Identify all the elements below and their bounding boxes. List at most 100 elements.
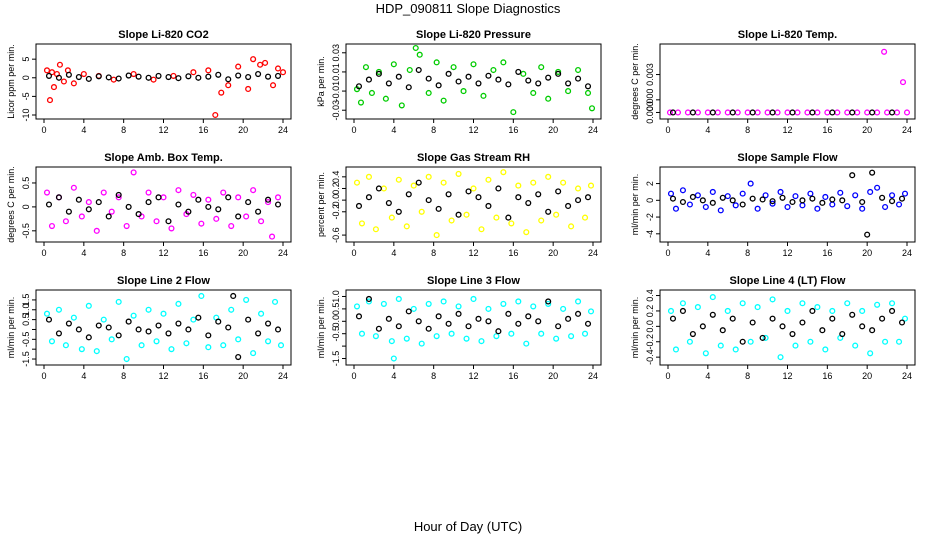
data-point (535, 80, 542, 87)
y-tick-label: 0.01 (331, 63, 341, 81)
data-point (719, 327, 726, 334)
data-point (525, 313, 532, 320)
data-point (485, 72, 492, 79)
data-point (65, 208, 72, 215)
data-point (799, 319, 806, 326)
data-point (115, 75, 122, 82)
x-tick-label: 4 (391, 125, 396, 135)
data-point (62, 342, 69, 349)
data-point (584, 83, 592, 90)
data-point (709, 199, 716, 206)
x-tick-label: 8 (745, 371, 750, 381)
data-point (478, 226, 485, 233)
data-point (560, 305, 567, 312)
data-point (844, 109, 851, 116)
data-point (258, 218, 265, 225)
data-point (135, 326, 142, 333)
data-point (168, 225, 175, 232)
y-tick-label: 0 (21, 75, 31, 80)
data-point (829, 201, 836, 208)
data-point (829, 315, 836, 322)
x-tick-label: 24 (278, 125, 288, 135)
data-point (228, 306, 235, 313)
data-point (165, 330, 172, 337)
figure-title: HDP_090811 Slope Diagnostics (376, 1, 561, 16)
data-point (717, 342, 724, 349)
x-tick-label: 20 (862, 125, 872, 135)
data-point (75, 73, 82, 81)
data-point (55, 306, 62, 313)
data-point (679, 300, 686, 307)
data-point (899, 79, 907, 86)
data-point (829, 196, 836, 203)
data-point (425, 197, 432, 204)
data-point (375, 325, 382, 332)
data-point (852, 342, 859, 349)
y-tick-label: -1.5 (331, 351, 341, 367)
panel-title: Slope Li-820 Pressure (416, 29, 531, 41)
data-point (46, 97, 54, 104)
data-point (353, 303, 361, 310)
data-point (575, 185, 582, 192)
y-tick-label: 0.000 (645, 101, 655, 124)
data-point (553, 211, 560, 218)
data-point (425, 89, 432, 97)
panel-slope-line-4-lt-flow: Slope Line 4 (LT) Flow 0 4 8 12 16 20 24 -0.4-0.… (630, 275, 916, 381)
data-point (375, 70, 382, 77)
data-point (799, 202, 806, 209)
data-point (405, 84, 412, 91)
data-point (844, 300, 851, 307)
data-point (889, 192, 896, 199)
data-point (901, 315, 909, 322)
data-point (545, 95, 552, 102)
data-point (45, 201, 53, 208)
data-point (145, 74, 152, 81)
data-point (545, 300, 552, 307)
data-point (859, 307, 866, 314)
data-point (792, 193, 799, 200)
data-point (365, 194, 372, 201)
data-point (889, 109, 896, 116)
data-point (515, 182, 522, 189)
data-point (70, 80, 77, 87)
data-point (175, 187, 182, 194)
data-point (475, 194, 482, 201)
x-tick-label: 24 (902, 371, 912, 381)
data-point (822, 193, 829, 201)
data-point (777, 188, 784, 195)
data-point (694, 192, 701, 199)
data-point (587, 308, 595, 315)
data-point (243, 213, 250, 220)
data-point (895, 338, 903, 345)
data-point (789, 330, 796, 338)
data-point (505, 81, 512, 88)
data-point (475, 315, 482, 322)
data-point (784, 109, 791, 116)
x-tick-label: 0 (665, 248, 670, 258)
data-point (153, 338, 160, 345)
series-hourly (669, 307, 906, 345)
x-tick-label: 8 (431, 125, 436, 135)
data-point (463, 211, 470, 218)
data-point (375, 68, 382, 75)
data-point (515, 194, 522, 201)
data-point (205, 203, 212, 210)
data-point (245, 73, 252, 81)
data-point (774, 109, 781, 116)
data-point (410, 305, 417, 312)
data-point (822, 346, 829, 353)
data-point (667, 307, 675, 314)
data-point (185, 73, 192, 80)
data-point (125, 203, 132, 210)
data-point (869, 327, 876, 334)
x-tick-label: 8 (121, 371, 126, 381)
data-point (395, 295, 402, 303)
data-point (405, 308, 412, 315)
data-point (70, 314, 77, 321)
x-tick-label: 20 (548, 125, 558, 135)
data-point (165, 218, 172, 225)
data-point (769, 296, 776, 303)
data-point (155, 322, 162, 329)
data-point (799, 197, 806, 204)
data-point (523, 340, 530, 347)
